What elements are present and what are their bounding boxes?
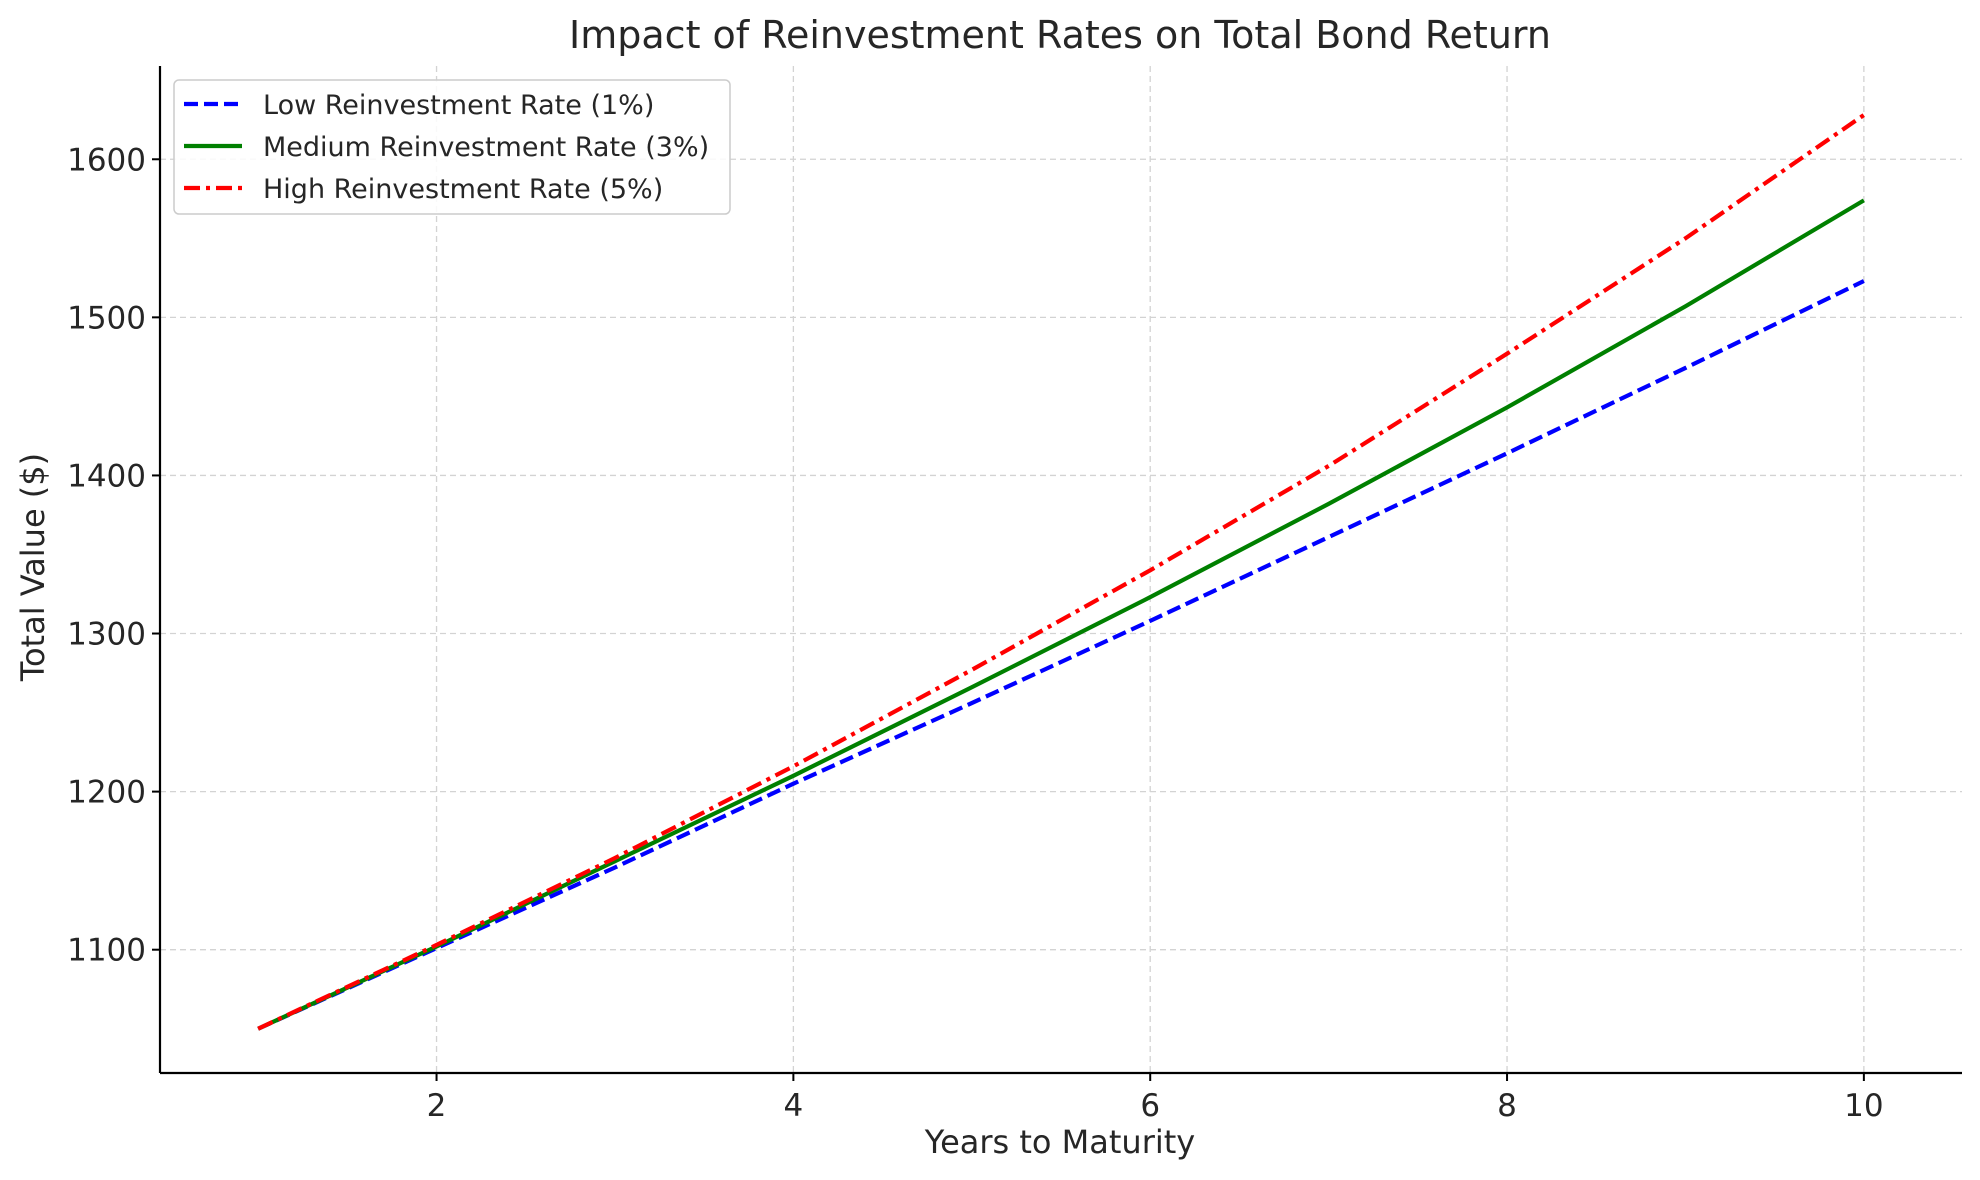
- x-tick-label: 10: [1844, 1088, 1883, 1124]
- series-lines: [257, 113, 1866, 1031]
- y-tick-label: 1400: [67, 458, 146, 494]
- x-tick-label: 2: [427, 1088, 447, 1124]
- y-axis-label: Total Value ($): [14, 453, 52, 682]
- y-tick-label: 1500: [67, 300, 146, 336]
- legend-label: Low Reinvestment Rate (1%): [263, 90, 654, 121]
- legend-label: High Reinvestment Rate (5%): [263, 174, 663, 205]
- series-line-dashed: [257, 279, 1865, 1031]
- grid: [160, 66, 1962, 1073]
- x-tick-label: 8: [1497, 1088, 1517, 1124]
- y-tick-label: 1200: [67, 775, 146, 811]
- x-tick-label: 6: [1140, 1088, 1160, 1124]
- x-axis-label: Years to Maturity: [924, 1123, 1195, 1161]
- y-tick-label: 1600: [67, 142, 146, 178]
- tick-labels: 2 4 6 8 10 1100 1200 1300 1400 1500 1600: [67, 142, 1884, 1124]
- series-line-dashdot: [257, 113, 1866, 1031]
- x-tick-label: 4: [784, 1088, 804, 1124]
- axes: [152, 66, 1962, 1081]
- legend-label: Medium Reinvestment Rate (3%): [263, 132, 709, 163]
- chart-title: Impact of Reinvestment Rates on Total Bo…: [569, 13, 1551, 57]
- legend: Low Reinvestment Rate (1%) Medium Reinves…: [173, 79, 731, 215]
- y-tick-label: 1300: [67, 617, 146, 653]
- legend-box: [173, 79, 731, 215]
- series-line-solid: [257, 198, 1865, 1031]
- y-tick-label: 1100: [67, 933, 146, 969]
